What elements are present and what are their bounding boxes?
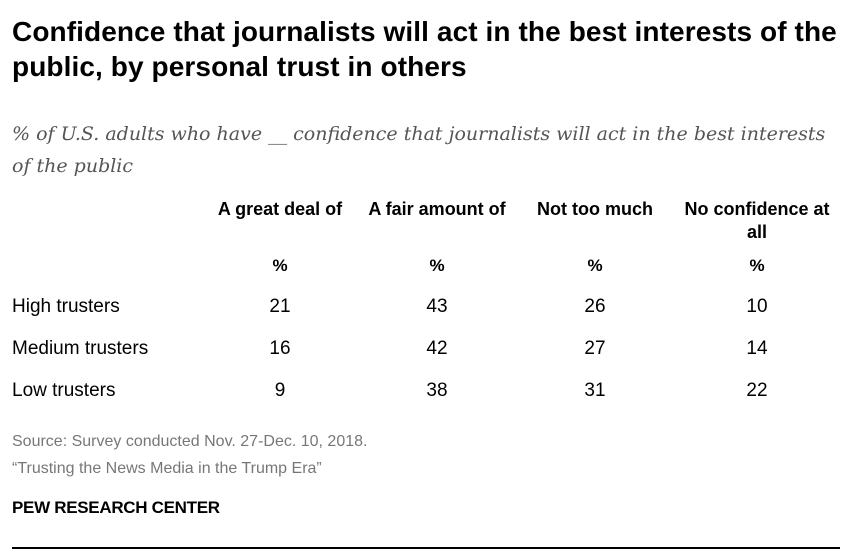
column-header: Not too much [537, 199, 653, 219]
unit-label: % [429, 256, 445, 275]
table-cell: 43 [426, 296, 448, 317]
column-header: A great deal of [217, 199, 343, 219]
row-label: Medium trusters [12, 338, 149, 359]
table-cell: 26 [584, 296, 606, 317]
table-cell: 21 [269, 296, 291, 317]
table-cell: 9 [274, 380, 286, 401]
chart-subtitle: % of U.S. adults who have __ confidence … [12, 123, 826, 177]
pew-logo: PEW RESEARCH CENTER [12, 498, 220, 517]
table-cell: 16 [269, 338, 291, 359]
source-note: Source: Survey conducted Nov. 27-Dec. 10… [12, 428, 367, 482]
table-cell: 27 [584, 338, 606, 359]
row-label: Low trusters [12, 380, 116, 401]
table-cell: 22 [746, 380, 768, 401]
report-title: “Trusting the News Media in the Trump Er… [12, 460, 322, 477]
column-header: A fair amount of [368, 199, 506, 219]
unit-label: % [272, 256, 288, 275]
table-cell: 14 [746, 338, 768, 359]
table-cell: 38 [426, 380, 448, 401]
unit-label: % [587, 256, 603, 275]
bottom-rule [12, 547, 840, 549]
column-header: No confidence at all [684, 199, 830, 242]
table-cell: 31 [584, 380, 606, 401]
chart-title: Confidence that journalists will act in … [12, 16, 837, 82]
table-cell: 42 [426, 338, 448, 359]
source-text: Source: Survey conducted Nov. 27-Dec. 10… [12, 433, 368, 450]
unit-label: % [749, 256, 765, 275]
table-cell: 10 [746, 296, 768, 317]
row-label: High trusters [12, 296, 120, 317]
